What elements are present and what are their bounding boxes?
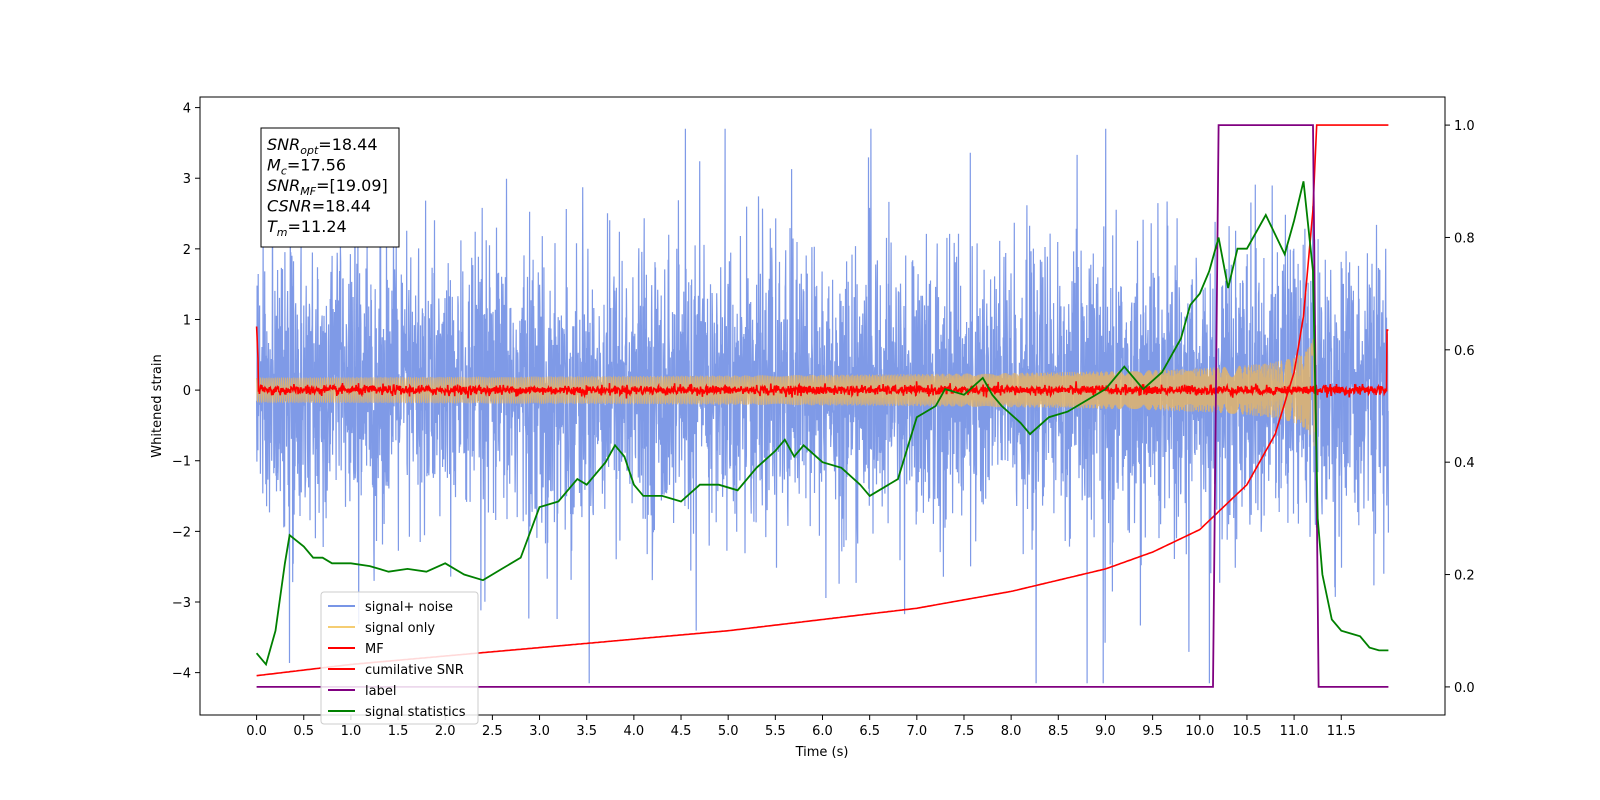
x-tick-label: 7.0	[906, 724, 927, 739]
y-left-tick-label: −1	[172, 455, 191, 470]
y-axis-left-ticks: 4 3 2 1 0 −1 −2 −3 −4	[172, 102, 200, 682]
x-tick-label: 8.5	[1048, 724, 1069, 739]
y-axis-right-ticks: 1.0 0.8 0.6 0.4 0.2 0.0	[1445, 119, 1475, 696]
legend-item-label: signal statistics	[365, 705, 466, 720]
x-tick-label: 10.0	[1185, 724, 1214, 739]
y-left-tick-label: 2	[183, 243, 191, 258]
x-tick-label: 5.5	[765, 724, 786, 739]
series-signal-statistics	[255, 181, 1389, 667]
x-tick-label: 7.5	[954, 724, 975, 739]
x-tick-label: 0.5	[293, 724, 314, 739]
x-tick-label: 5.0	[718, 724, 739, 739]
y-right-tick-label: 0.6	[1454, 344, 1475, 359]
x-tick-label: 6.0	[812, 724, 833, 739]
x-axis-label: Time (s)	[795, 745, 849, 760]
x-axis-ticks: 0.0 0.5 1.0 1.5 2.0 2.5 3.0 3.5 4.0 4.5 5.0 5.5 6.0 6…	[246, 715, 1356, 739]
y-left-tick-label: 0	[183, 384, 191, 399]
y-axis-label: Whitened strain	[150, 354, 165, 457]
annotation-line: Tm=11.24	[267, 217, 347, 239]
x-tick-label: 9.5	[1142, 724, 1163, 739]
x-tick-label: 1.5	[388, 724, 409, 739]
x-tick-label: 11.0	[1280, 724, 1309, 739]
annotation-line: SNRMF=[19.09]	[267, 176, 388, 198]
x-tick-label: 2.0	[435, 724, 456, 739]
legend: signal+ noise signal only MF cumilative SNR…	[320, 591, 479, 725]
x-tick-label: 3.5	[576, 724, 597, 739]
y-left-tick-label: −2	[172, 525, 191, 540]
y-right-tick-label: 0.4	[1454, 456, 1475, 471]
y-left-tick-label: −4	[172, 667, 191, 682]
y-left-tick-label: 4	[183, 102, 191, 117]
x-tick-label: 11.5	[1327, 724, 1356, 739]
y-left-tick-label: −3	[172, 596, 191, 611]
x-tick-label: 4.5	[671, 724, 692, 739]
metrics-annotation-box: SNRopt=18.44Mc=17.56SNRMF=[19.09]CSNR=18…	[260, 127, 400, 248]
x-tick-label: 6.5	[859, 724, 880, 739]
x-tick-label: 1.0	[341, 724, 362, 739]
annotation-line: CSNR=18.44	[267, 197, 371, 216]
x-tick-label: 9.0	[1095, 724, 1116, 739]
x-tick-label: 0.0	[246, 724, 267, 739]
legend-item-label: cumilative SNR	[365, 663, 464, 678]
x-tick-label: 4.0	[624, 724, 645, 739]
x-tick-label: 10.5	[1232, 724, 1261, 739]
y-left-tick-label: 3	[183, 172, 191, 187]
y-right-tick-label: 0.0	[1454, 681, 1475, 696]
legend-item-label: MF	[365, 642, 384, 657]
legend-item-label: signal only	[365, 621, 435, 636]
annotation-line: SNRopt=18.44	[267, 135, 378, 157]
legend-item-label: label	[365, 684, 396, 699]
x-tick-label: 3.0	[529, 724, 550, 739]
annotation-line: Mc=17.56	[267, 156, 346, 178]
y-right-tick-label: 0.2	[1454, 569, 1475, 584]
series-label	[256, 124, 1389, 688]
series-mf	[255, 326, 1389, 399]
y-left-tick-label: 1	[183, 313, 191, 328]
legend-item-label: signal+ noise	[365, 600, 453, 615]
x-tick-label: 2.5	[482, 724, 503, 739]
y-right-tick-label: 0.8	[1454, 231, 1475, 246]
y-right-tick-label: 1.0	[1454, 119, 1475, 134]
x-tick-label: 8.0	[1001, 724, 1022, 739]
